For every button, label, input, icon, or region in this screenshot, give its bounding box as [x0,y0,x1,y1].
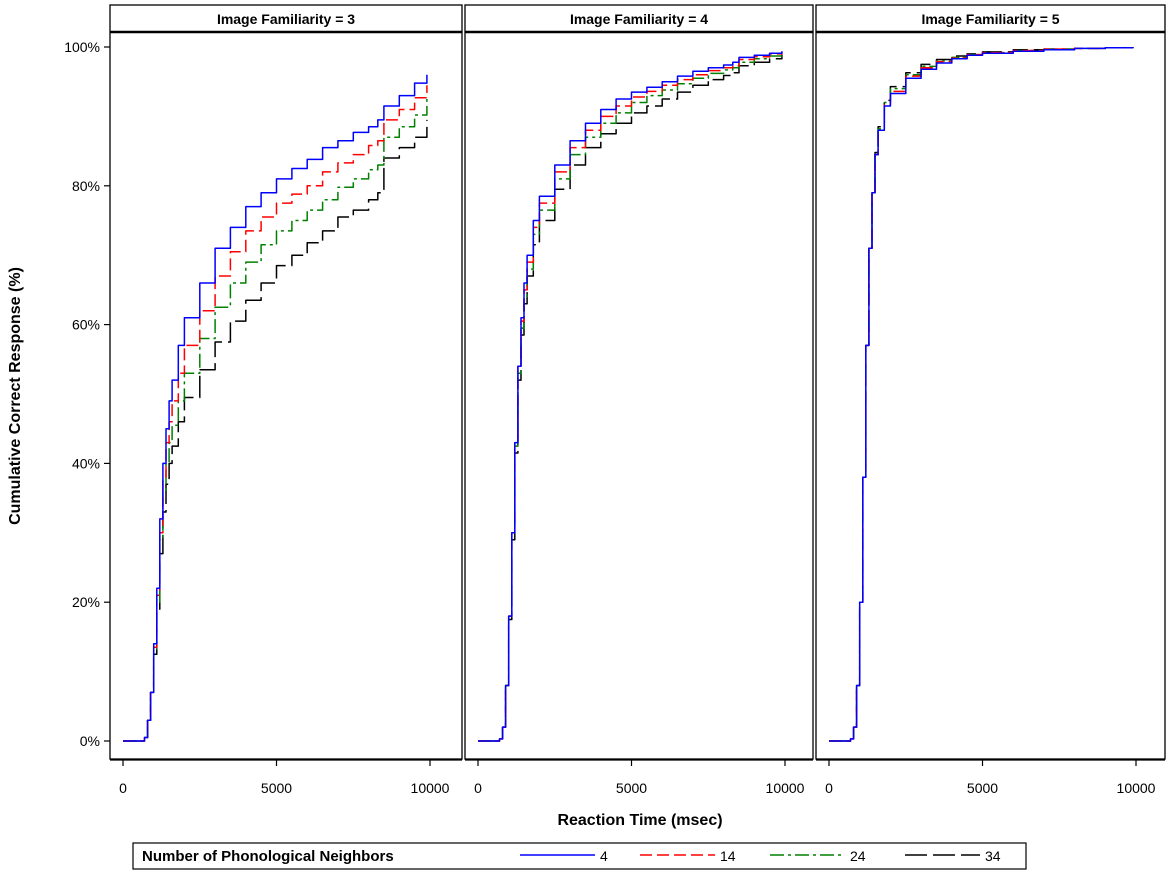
legend-title: Number of Phonological Neighbors [142,848,394,865]
y-tick-label: 0% [80,733,100,749]
series-line-14 [123,85,428,742]
x-axis-label: Reaction Time (msec) [557,812,722,829]
y-tick-label: 40% [72,455,100,471]
y-tick-label: 60% [72,317,100,333]
panel-1: Image Familiarity = 3 0 5000 10000 [109,4,463,796]
x-tick-label: 5000 [616,780,647,796]
x-tick-label: 10000 [1117,780,1156,796]
y-tick-label: 80% [72,178,100,194]
series-group [123,74,428,742]
legend-frame [132,842,1027,870]
y-tick-label: 20% [72,594,100,610]
series-group [478,51,783,742]
x-tick-label: 5000 [967,780,998,796]
panel-3: Image Familiarity = 5 0 5000 10000 [815,4,1166,796]
legend-label-14: 14 [720,848,736,864]
x-tick-label: 0 [119,780,127,796]
panel-frame [815,4,1166,760]
legend-label-4: 4 [600,848,608,864]
y-axis: 0% 20% 40% 60% 80% 100% [64,39,110,749]
panel-strip-label: Image Familiarity = 5 [921,11,1059,27]
series-line-4 [123,74,428,742]
panel-frame [109,4,463,760]
series-line-4 [478,51,783,742]
panel-2: Image Familiarity = 4 0 5000 10000 [464,4,814,796]
x-tick-label: 10000 [766,780,805,796]
series-line-34 [478,54,783,742]
panel-frame [464,4,814,760]
y-tick-label: 100% [64,39,100,55]
series-line-34 [123,119,428,742]
legend-label-34: 34 [985,848,1001,864]
panel-strip-label: Image Familiarity = 3 [217,11,355,27]
series-line-4 [829,46,1134,742]
y-axis-label: Cumulative Correct Response (%) [7,267,24,525]
series-line-24 [123,99,428,742]
x-tick-label: 10000 [411,780,450,796]
x-tick-label: 0 [474,780,482,796]
x-tick-label: 5000 [261,780,292,796]
legend: Number of Phonological Neighbors 4 14 24 34 [132,842,1027,870]
panel-strip-label: Image Familiarity = 4 [570,11,708,27]
series-group [829,46,1134,742]
x-tick-label: 0 [825,780,833,796]
legend-label-24: 24 [850,848,866,864]
